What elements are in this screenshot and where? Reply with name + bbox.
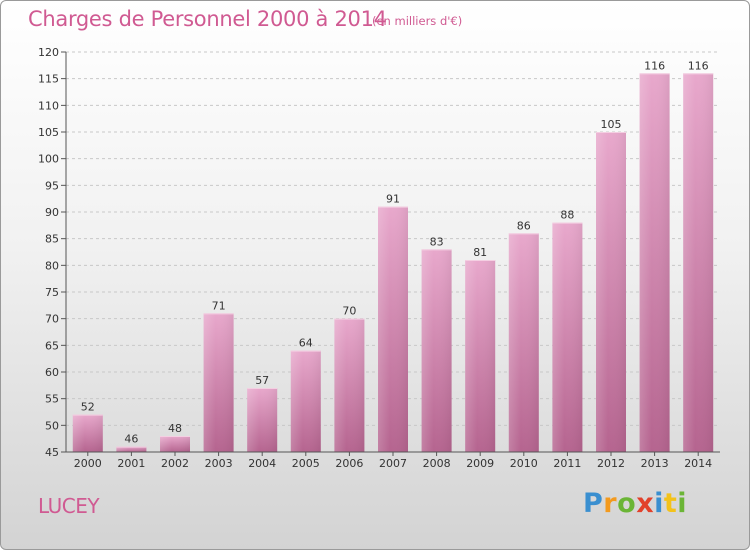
x-tick-label: 2008 <box>423 457 451 470</box>
x-tick-label: 2007 <box>379 457 407 470</box>
data-label: 105 <box>601 118 622 131</box>
data-label: 88 <box>560 209 574 222</box>
y-tick-label: 45 <box>45 446 59 459</box>
logo-letter: o <box>617 488 637 519</box>
bar-shine <box>378 206 408 452</box>
x-tick-label: 2000 <box>74 457 102 470</box>
y-tick-label: 75 <box>45 286 59 299</box>
y-tick-label: 110 <box>38 99 59 112</box>
data-label: 71 <box>212 299 226 312</box>
logo-letter: x <box>636 488 655 519</box>
bar-2002 <box>160 436 190 452</box>
town-name: LUCEY <box>38 494 100 518</box>
y-tick-label: 50 <box>45 419 59 432</box>
y-tick-label: 105 <box>38 126 59 139</box>
logo-letter: t <box>663 488 678 519</box>
x-tick-label: 2001 <box>117 457 145 470</box>
bar-shine <box>203 313 234 452</box>
bar-shine <box>508 233 539 452</box>
bar-shine <box>247 388 278 452</box>
logo-letter: i <box>654 488 664 519</box>
bar-2000 <box>72 414 103 452</box>
x-tick-label: 2014 <box>684 457 712 470</box>
y-tick-label: 100 <box>38 153 59 166</box>
bar-shine <box>421 249 452 452</box>
y-tick-label: 80 <box>45 259 59 272</box>
data-label: 81 <box>473 246 487 259</box>
data-label: 86 <box>517 219 531 232</box>
logo-letter: P <box>583 488 604 519</box>
bar-2005 <box>290 350 321 452</box>
data-label: 46 <box>124 433 138 446</box>
bar-shine <box>116 446 147 452</box>
bar-2003 <box>203 313 234 452</box>
proxiti-logo[interactable]: Proxiti <box>583 488 687 519</box>
x-tick-label: 2002 <box>161 457 189 470</box>
data-label: 70 <box>342 305 356 318</box>
bar-shine <box>465 260 496 452</box>
bar-2011 <box>552 222 583 452</box>
data-label: 91 <box>386 193 400 206</box>
bar-shine <box>290 350 321 452</box>
bar-2010 <box>508 233 539 452</box>
bar-2007 <box>378 206 408 452</box>
x-tick-label: 2011 <box>553 457 581 470</box>
bar-shine <box>596 132 626 452</box>
logo-letter: r <box>603 488 618 519</box>
data-label: 48 <box>168 422 182 435</box>
x-tick-label: 2006 <box>335 457 363 470</box>
x-tick-label: 2005 <box>292 457 320 470</box>
y-tick-label: 70 <box>45 313 59 326</box>
y-tick-label: 65 <box>45 339 59 352</box>
bar-2013 <box>639 73 670 452</box>
y-tick-label: 120 <box>38 46 59 59</box>
data-label: 57 <box>255 374 269 387</box>
bar-2012 <box>596 132 626 452</box>
y-tick-label: 85 <box>45 233 59 246</box>
bar-2006 <box>334 318 365 452</box>
axes-group <box>61 51 720 456</box>
labels-group: 45 50 55 60 65 70 75 80 85 90 95 100 105 110 115 120 200… <box>38 46 712 470</box>
bars-group <box>72 73 714 452</box>
bar-2008 <box>421 249 452 452</box>
data-label: 116 <box>688 59 709 72</box>
y-tick-label: 55 <box>45 393 59 406</box>
y-tick-label: 90 <box>45 206 59 219</box>
x-tick-label: 2009 <box>466 457 494 470</box>
bar-2009 <box>465 260 496 452</box>
y-tick-label: 115 <box>38 73 59 86</box>
bar-2001 <box>116 446 147 452</box>
data-label: 83 <box>430 235 444 248</box>
bar-shine <box>160 436 190 452</box>
data-label: 64 <box>299 337 313 350</box>
y-tick-label: 60 <box>45 366 59 379</box>
y-tick-label: 95 <box>45 179 59 192</box>
x-tick-label: 2004 <box>248 457 276 470</box>
bar-2014 <box>683 73 714 452</box>
x-tick-label: 2010 <box>510 457 538 470</box>
bar-shine <box>72 414 103 452</box>
x-tick-label: 2013 <box>641 457 669 470</box>
bar-2004 <box>247 388 278 452</box>
bar-shine <box>639 73 670 452</box>
x-tick-label: 2012 <box>597 457 625 470</box>
logo-letter: i <box>677 488 688 519</box>
bar-shine <box>683 73 714 452</box>
bar-shine <box>334 318 365 452</box>
data-label: 116 <box>644 59 665 72</box>
x-tick-label: 2003 <box>205 457 233 470</box>
chart-subtitle: (en milliers d'€) <box>372 14 463 28</box>
bar-shine <box>552 222 583 452</box>
data-label: 52 <box>81 401 95 414</box>
chart-title: Charges de Personnel 2000 à 2014 <box>28 7 387 31</box>
